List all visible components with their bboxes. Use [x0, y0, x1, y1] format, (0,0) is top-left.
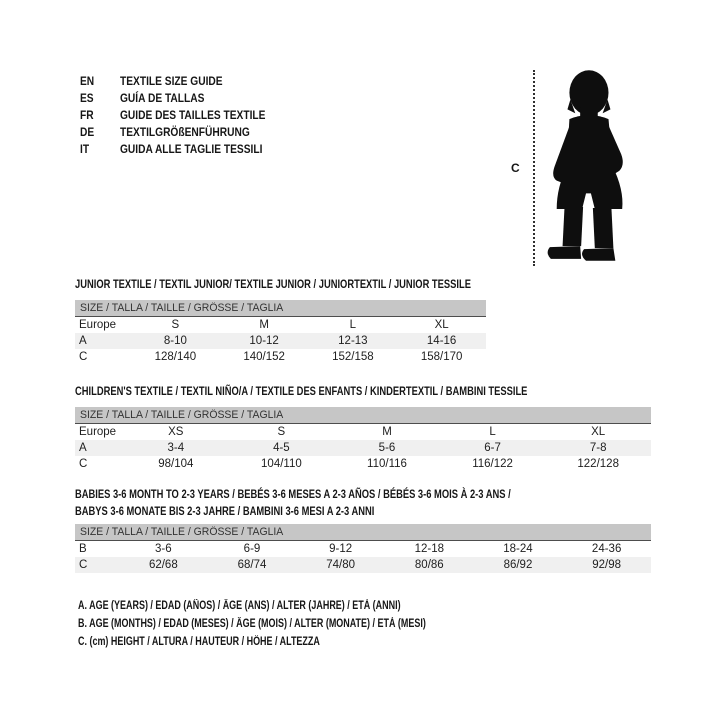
language-row-fr: FR GUIDE DES TAILLES TEXTILE	[80, 106, 291, 123]
section-title-line2: BABYS 3-6 MONATE BIS 2-3 JAHRE / BAMBINI…	[75, 504, 375, 518]
size-cell: S	[171, 319, 180, 331]
section-title: JUNIOR TEXTILE / TEXTIL JUNIOR/ TEXTILE …	[75, 277, 471, 291]
value-cell: 122/128	[577, 458, 619, 470]
value-cell: 10-12	[219, 333, 309, 349]
language-list: EN TEXTILE SIZE GUIDE ES GUÍA DE TALLAS …	[80, 72, 291, 157]
table-row: B 3-6 6-9 9-12 12-18 18-24 24-36	[75, 541, 651, 557]
value-cell: 3-4	[123, 440, 229, 456]
babies-size-table: B 3-6 6-9 9-12 12-18 18-24 24-36 C 62/68…	[75, 541, 651, 573]
value-cell: 5-6	[334, 440, 440, 456]
value-cell: 92/98	[562, 557, 651, 573]
row-label: C	[79, 458, 88, 470]
children-size-table: Europe XS S M L XL A 3-4 4-5 5-6 6-7 7-8…	[75, 424, 651, 472]
value-cell: 86/92	[473, 557, 563, 573]
value-cell: 8-10	[131, 333, 220, 349]
language-label: TEXTILE SIZE GUIDE	[120, 73, 223, 88]
language-label: GUIDA ALLE TAGLIE TESSILI	[120, 141, 263, 156]
language-label: TEXTILGRÖßENFÜHRUNG	[120, 124, 250, 139]
table-row: Europe XS S M L XL	[75, 424, 651, 440]
language-code: EN	[80, 73, 95, 88]
value-cell: 140/152	[243, 351, 285, 363]
value-cell: 158/170	[420, 351, 463, 363]
value-cell: 80/86	[384, 557, 474, 573]
value-cell: 4-5	[228, 440, 335, 456]
section-title: BABIES 3-6 MONTH TO 2-3 YEARS / BEBÉS 3-…	[75, 487, 511, 501]
size-cell: L	[489, 426, 496, 438]
value-cell: 7-8	[545, 440, 651, 456]
language-code: IT	[80, 141, 90, 156]
table-row: A 8-10 10-12 12-13 14-16	[75, 333, 486, 349]
language-label: GUIDE DES TAILLES TEXTILE	[120, 107, 266, 122]
footnote-age-years: A. AGE (YEARS) / EDAD (AÑOS) / ÂGE (ANS)…	[78, 600, 401, 612]
size-cell: M	[382, 426, 392, 438]
language-label: GUÍA DE TALLAS	[120, 90, 205, 105]
table-row: C 62/68 68/74 74/80 80/86 86/92 92/98	[75, 557, 651, 573]
language-row-en: EN TEXTILE SIZE GUIDE	[80, 72, 291, 89]
value-cell: 128/140	[154, 351, 197, 363]
language-code: FR	[80, 107, 94, 122]
value-cell: 9-12	[329, 543, 353, 555]
value-cell: 104/110	[261, 458, 302, 470]
language-row-es: ES GUÍA DE TALLAS	[80, 89, 291, 106]
section-babies-textile: BABIES 3-6 MONTH TO 2-3 YEARS / BEBÉS 3-…	[75, 486, 651, 573]
row-label: C	[75, 557, 119, 573]
row-label: Europe	[79, 426, 117, 438]
value-cell: 116/122	[472, 458, 513, 470]
value-cell: 14-16	[397, 333, 486, 349]
row-label: Europe	[79, 319, 117, 331]
row-label: C	[79, 351, 88, 363]
size-cell: XL	[434, 319, 449, 331]
size-header-bar: SIZE / TALLA / TAILLE / GRÖSSE / TAGLIA	[75, 524, 651, 541]
value-cell: 98/104	[158, 458, 194, 470]
size-cell: L	[349, 319, 357, 331]
value-cell: 18-24	[503, 543, 533, 555]
value-cell: 12-18	[414, 543, 444, 555]
footnote-height-cm: C. (cm) HEIGHT / ALTURA / HAUTEUR / HÖHE…	[78, 636, 320, 648]
value-cell: 24-36	[591, 543, 622, 555]
height-measure-dotted-line	[533, 70, 535, 266]
language-row-de: DE TEXTILGRÖßENFÜHRUNG	[80, 123, 291, 140]
junior-size-table: Europe S M L XL A 8-10 10-12 12-13 14-16…	[75, 317, 486, 365]
value-cell: 74/80	[296, 557, 385, 573]
table-row: C 128/140 140/152 152/158 158/170	[75, 349, 486, 365]
table-row: A 3-4 4-5 5-6 6-7 7-8	[75, 440, 651, 456]
value-cell: 152/158	[332, 351, 374, 363]
size-cell: XL	[591, 426, 606, 438]
value-cell: 110/116	[367, 458, 407, 470]
table-row: C 98/104 104/110 110/116 116/122 122/128	[75, 456, 651, 472]
value-cell: 3-6	[155, 543, 172, 555]
size-header-label: SIZE / TALLA / TAILLE / GRÖSSE / TAGLIA	[80, 409, 284, 421]
size-header-label: SIZE / TALLA / TAILLE / GRÖSSE / TAGLIA	[80, 302, 284, 314]
size-header-bar: SIZE / TALLA / TAILLE / GRÖSSE / TAGLIA	[75, 300, 486, 317]
height-measure-label: C	[511, 161, 520, 175]
section-junior-textile: JUNIOR TEXTILE / TEXTIL JUNIOR/ TEXTILE …	[75, 276, 486, 365]
language-row-it: IT GUIDA ALLE TAGLIE TESSILI	[80, 140, 291, 157]
baby-silhouette-icon	[547, 70, 623, 261]
value-cell: 62/68	[119, 557, 208, 573]
section-title: CHILDREN'S TEXTILE / TEXTIL NIÑO/A / TEX…	[75, 384, 528, 398]
footnote-age-months: B. AGE (MONTHS) / EDAD (MESES) / ÂGE (MO…	[78, 618, 426, 630]
language-code: ES	[80, 90, 94, 105]
size-cell: S	[277, 426, 286, 438]
size-cell: XS	[168, 426, 184, 438]
value-cell: 68/74	[207, 557, 297, 573]
row-label: B	[79, 543, 87, 555]
value-cell: 6-7	[439, 440, 546, 456]
size-header-label: SIZE / TALLA / TAILLE / GRÖSSE / TAGLIA	[80, 526, 284, 538]
row-label: A	[75, 333, 131, 349]
value-cell: 12-13	[308, 333, 398, 349]
size-cell: M	[259, 319, 269, 331]
language-code: DE	[80, 124, 95, 139]
row-label: A	[75, 440, 123, 456]
table-row: Europe S M L XL	[75, 317, 486, 333]
section-childrens-textile: CHILDREN'S TEXTILE / TEXTIL NIÑO/A / TEX…	[75, 383, 651, 472]
size-header-bar: SIZE / TALLA / TAILLE / GRÖSSE / TAGLIA	[75, 407, 651, 424]
legend-footnotes: A. AGE (YEARS) / EDAD (AÑOS) / ÂGE (ANS)…	[78, 597, 524, 651]
value-cell: 6-9	[243, 543, 261, 555]
